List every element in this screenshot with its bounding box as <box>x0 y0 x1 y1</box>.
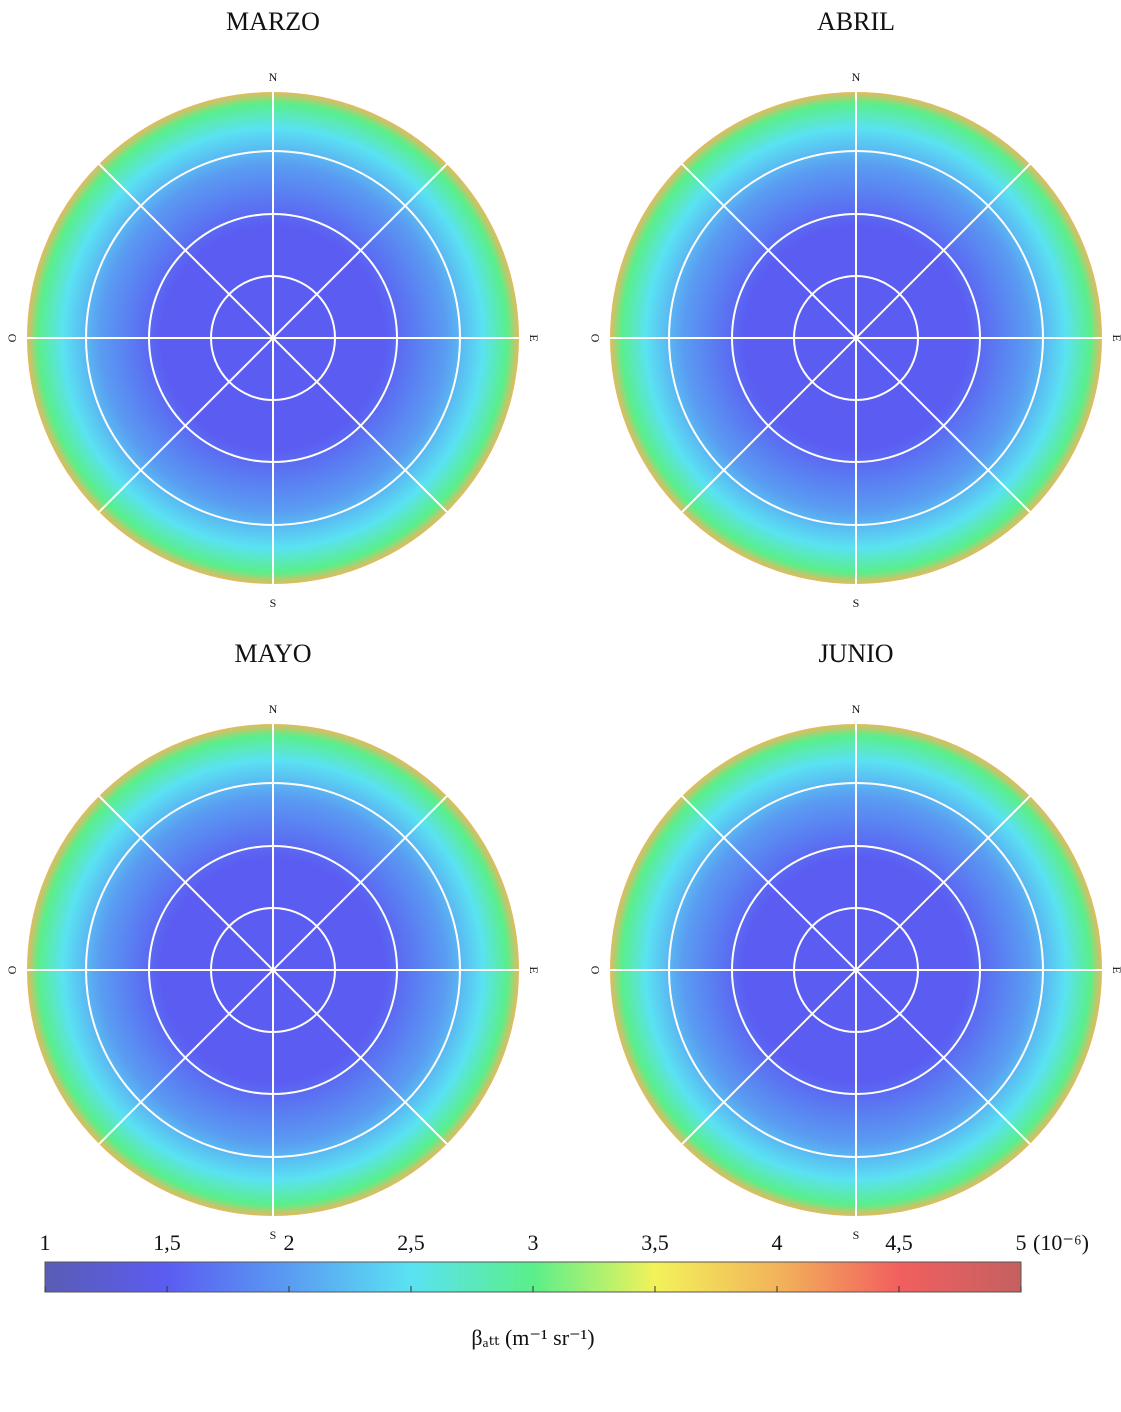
figure: MARZO N S E O ABRIL N S E O MAYO N S E O JUNIO N S E O 1 1,5 2… <box>0 0 1121 1407</box>
direction-label: S <box>270 1228 277 1242</box>
direction-label: N <box>852 702 861 716</box>
direction-label: S <box>270 596 277 610</box>
panel-title: JUNIO <box>818 639 893 668</box>
direction-label: N <box>269 70 278 84</box>
direction-label: N <box>269 702 278 716</box>
panel: MAYO N S E O <box>5 639 541 1242</box>
direction-label: E <box>1110 334 1121 341</box>
panel: MARZO N S E O <box>5 7 541 610</box>
direction-label: O <box>588 333 602 342</box>
colorbar-tick-label: 3 <box>528 1230 539 1255</box>
direction-label: O <box>5 333 19 342</box>
colorbar-tick-label: 2,5 <box>397 1230 425 1255</box>
panel: ABRIL N S E O <box>588 7 1121 610</box>
colorbar-tick-label: 1,5 <box>153 1230 181 1255</box>
panel-title: MAYO <box>234 639 311 668</box>
colorbar-tick-label: 5 <box>1016 1230 1027 1255</box>
colorbar-scale: (10⁻⁶) <box>1033 1230 1089 1255</box>
direction-label: O <box>588 965 602 974</box>
direction-label: N <box>852 70 861 84</box>
direction-label: E <box>527 966 541 973</box>
colorbar-label: βₐₜₜ (m⁻¹ sr⁻¹) <box>471 1325 594 1350</box>
colorbar-tick-label: 2 <box>284 1230 295 1255</box>
colorbar-tick-label: 3,5 <box>641 1230 669 1255</box>
panel-title: MARZO <box>226 7 320 36</box>
colorbar-tick-label: 4,5 <box>885 1230 913 1255</box>
direction-label: S <box>853 1228 860 1242</box>
panel-title: ABRIL <box>817 7 895 36</box>
direction-label: S <box>853 596 860 610</box>
colorbar-tick-label: 4 <box>772 1230 783 1255</box>
panel: JUNIO N S E O <box>588 639 1121 1242</box>
direction-label: E <box>527 334 541 341</box>
direction-label: E <box>1110 966 1121 973</box>
direction-label: O <box>5 965 19 974</box>
colorbar-tick-label: 1 <box>40 1230 51 1255</box>
